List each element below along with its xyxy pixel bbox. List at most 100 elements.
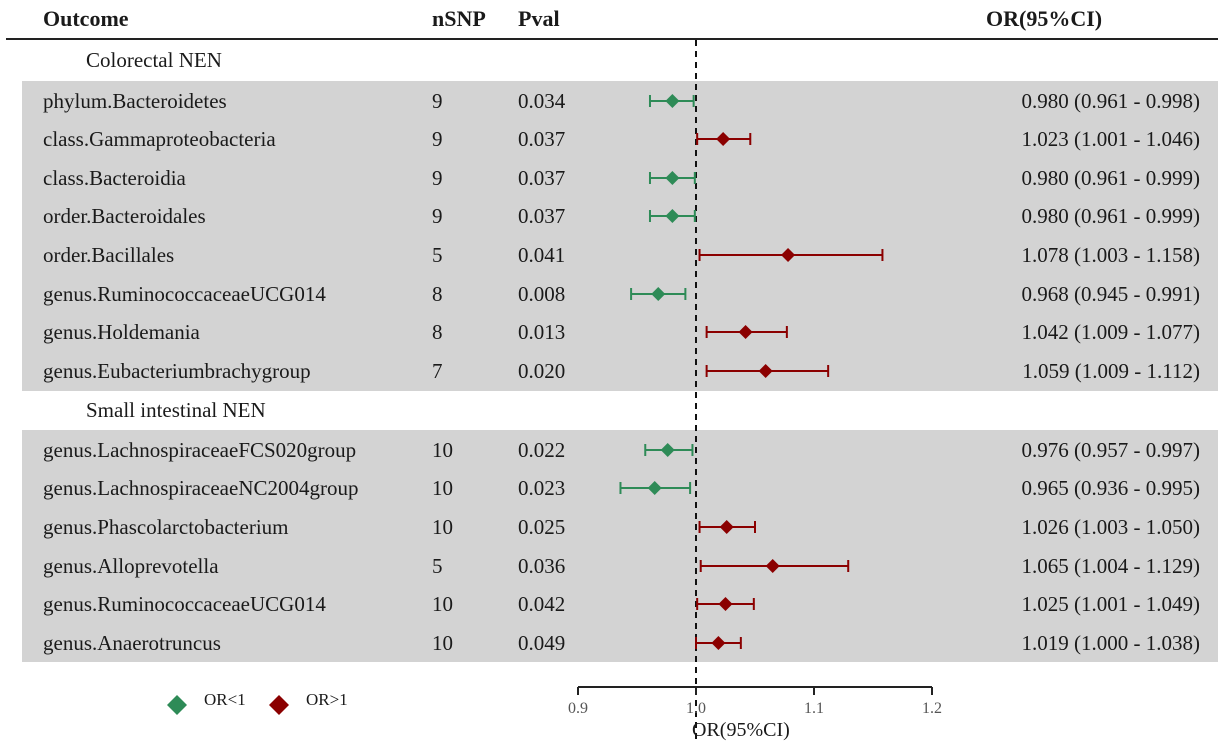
table-row: genus.Alloprevotella 5 0.036 1.065 (1.00… xyxy=(0,547,1219,585)
outcome-label: genus.Eubacteriumbrachygroup xyxy=(43,359,311,383)
table-row: class.Gammaproteobacteria 9 0.037 1.023 … xyxy=(0,120,1219,158)
or-point-diamond xyxy=(716,132,731,146)
or-point-diamond xyxy=(665,209,680,223)
or-point-diamond xyxy=(765,559,780,573)
or-point-diamond xyxy=(711,636,726,650)
or-ci-text: 1.065 (1.004 - 1.129) xyxy=(1021,554,1200,578)
table-row: genus.RuminococcaceaeUCG014 10 0.042 1.0… xyxy=(0,585,1219,623)
pval-value: 0.022 xyxy=(518,438,566,462)
or-point-diamond xyxy=(647,481,662,495)
legend-gt1-diamond-icon xyxy=(269,695,289,715)
pval-value: 0.008 xyxy=(518,282,566,306)
legend-gt1-label: OR>1 xyxy=(306,690,348,709)
nsnp-value: 9 xyxy=(432,204,443,228)
outcome-label: class.Gammaproteobacteria xyxy=(43,127,276,151)
legend-lt1-label: OR<1 xyxy=(204,690,246,709)
nsnp-value: 8 xyxy=(432,320,443,344)
outcome-label: genus.Phascolarctobacterium xyxy=(43,515,289,539)
table-row: genus.Holdemania 8 0.013 1.042 (1.009 - … xyxy=(0,313,1219,351)
or-ci-text: 1.078 (1.003 - 1.158) xyxy=(1021,243,1200,267)
or-point-diamond xyxy=(665,94,680,108)
pval-value: 0.020 xyxy=(518,359,566,383)
pval-value: 0.049 xyxy=(518,631,566,655)
table-row: genus.LachnospiraceaeNC2004group 10 0.02… xyxy=(0,469,1219,507)
or-ci-text: 0.980 (0.961 - 0.999) xyxy=(1021,166,1200,190)
pval-value: 0.023 xyxy=(518,476,566,500)
or-ci-text: 1.059 (1.009 - 1.112) xyxy=(1022,359,1200,383)
x-tick-label: 1.0 xyxy=(686,700,706,717)
header-nsnp: nSNP xyxy=(432,6,486,31)
header-rule xyxy=(6,38,1218,40)
or-point-diamond xyxy=(781,248,796,262)
pval-value: 0.037 xyxy=(518,204,566,228)
table-row: class.Bacteroidia 9 0.037 0.980 (0.961 -… xyxy=(0,159,1219,197)
x-tick-label: 1.1 xyxy=(804,700,824,717)
group-band-small-intestinal xyxy=(22,430,1218,662)
x-tick-label: 0.9 xyxy=(568,700,588,717)
group-label-small-intestinal: Small intestinal NEN xyxy=(86,398,266,422)
nsnp-value: 9 xyxy=(432,127,443,151)
table-row: genus.Anaerotruncus 10 0.049 1.019 (1.00… xyxy=(0,624,1219,662)
or-ci-text: 1.026 (1.003 - 1.050) xyxy=(1021,515,1200,539)
nsnp-value: 10 xyxy=(432,438,453,462)
or-point-diamond xyxy=(651,287,666,301)
or-ci-text: 0.976 (0.957 - 0.997) xyxy=(1021,438,1200,462)
table-row: genus.LachnospiraceaeFCS020group 10 0.02… xyxy=(0,431,1219,469)
table-row: genus.Eubacteriumbrachygroup 7 0.020 1.0… xyxy=(0,352,1219,390)
nsnp-value: 9 xyxy=(432,166,443,190)
pval-value: 0.037 xyxy=(518,127,566,151)
outcome-label: phylum.Bacteroidetes xyxy=(43,89,227,113)
or-point-diamond xyxy=(758,364,773,378)
header-outcome: Outcome xyxy=(43,6,129,31)
pval-value: 0.041 xyxy=(518,243,566,267)
table-row: order.Bacillales 5 0.041 1.078 (1.003 - … xyxy=(0,236,1219,274)
legend-lt1-diamond-icon xyxy=(167,695,187,715)
header-or: OR(95%CI) xyxy=(986,6,1103,31)
or-point-diamond xyxy=(665,171,680,185)
x-tick-label: 1.2 xyxy=(922,700,942,717)
or-ci-text: 1.023 (1.001 - 1.046) xyxy=(1021,127,1200,151)
pval-value: 0.025 xyxy=(518,515,566,539)
or-ci-text: 1.019 (1.000 - 1.038) xyxy=(1021,631,1200,655)
outcome-label: genus.RuminococcaceaeUCG014 xyxy=(43,282,326,306)
or-point-diamond xyxy=(718,597,733,611)
group-label-colorectal: Colorectal NEN xyxy=(86,48,222,72)
header-pval: Pval xyxy=(518,6,560,31)
nsnp-value: 7 xyxy=(432,359,443,383)
nsnp-value: 10 xyxy=(432,631,453,655)
nsnp-value: 10 xyxy=(432,515,453,539)
pval-value: 0.013 xyxy=(518,320,566,344)
table-row: phylum.Bacteroidetes 9 0.034 0.980 (0.96… xyxy=(0,82,1219,120)
outcome-label: order.Bacillales xyxy=(43,243,175,267)
nsnp-value: 9 xyxy=(432,89,443,113)
pval-value: 0.034 xyxy=(518,89,566,113)
or-ci-text: 1.042 (1.009 - 1.077) xyxy=(1021,320,1200,344)
outcome-label: genus.Holdemania xyxy=(43,320,200,344)
or-point-diamond xyxy=(719,520,734,534)
or-ci-text: 0.965 (0.936 - 0.995) xyxy=(1021,476,1200,500)
pval-value: 0.042 xyxy=(518,592,566,616)
table-row: genus.Phascolarctobacterium 10 0.025 1.0… xyxy=(0,508,1219,546)
nsnp-value: 10 xyxy=(432,592,453,616)
pval-value: 0.036 xyxy=(518,554,566,578)
nsnp-value: 5 xyxy=(432,243,443,267)
outcome-label: genus.RuminococcaceaeUCG014 xyxy=(43,592,326,616)
or-ci-text: 0.980 (0.961 - 0.999) xyxy=(1021,204,1200,228)
nsnp-value: 10 xyxy=(432,476,453,500)
pval-value: 0.037 xyxy=(518,166,566,190)
or-ci-text: 1.025 (1.001 - 1.049) xyxy=(1021,592,1200,616)
table-row: order.Bacteroidales 9 0.037 0.980 (0.961… xyxy=(0,197,1219,235)
outcome-label: class.Bacteroidia xyxy=(43,166,186,190)
nsnp-value: 8 xyxy=(432,282,443,306)
outcome-label: order.Bacteroidales xyxy=(43,204,206,228)
or-point-diamond xyxy=(660,443,675,457)
or-ci-text: 0.980 (0.961 - 0.998) xyxy=(1021,89,1200,113)
outcome-label: genus.LachnospiraceaeFCS020group xyxy=(43,438,357,462)
table-row: genus.RuminococcaceaeUCG014 8 0.008 0.96… xyxy=(0,275,1219,313)
outcome-label: genus.LachnospiraceaeNC2004group xyxy=(43,476,359,500)
or-ci-text: 0.968 (0.945 - 0.991) xyxy=(1021,282,1200,306)
nsnp-value: 5 xyxy=(432,554,443,578)
or-point-diamond xyxy=(738,325,753,339)
